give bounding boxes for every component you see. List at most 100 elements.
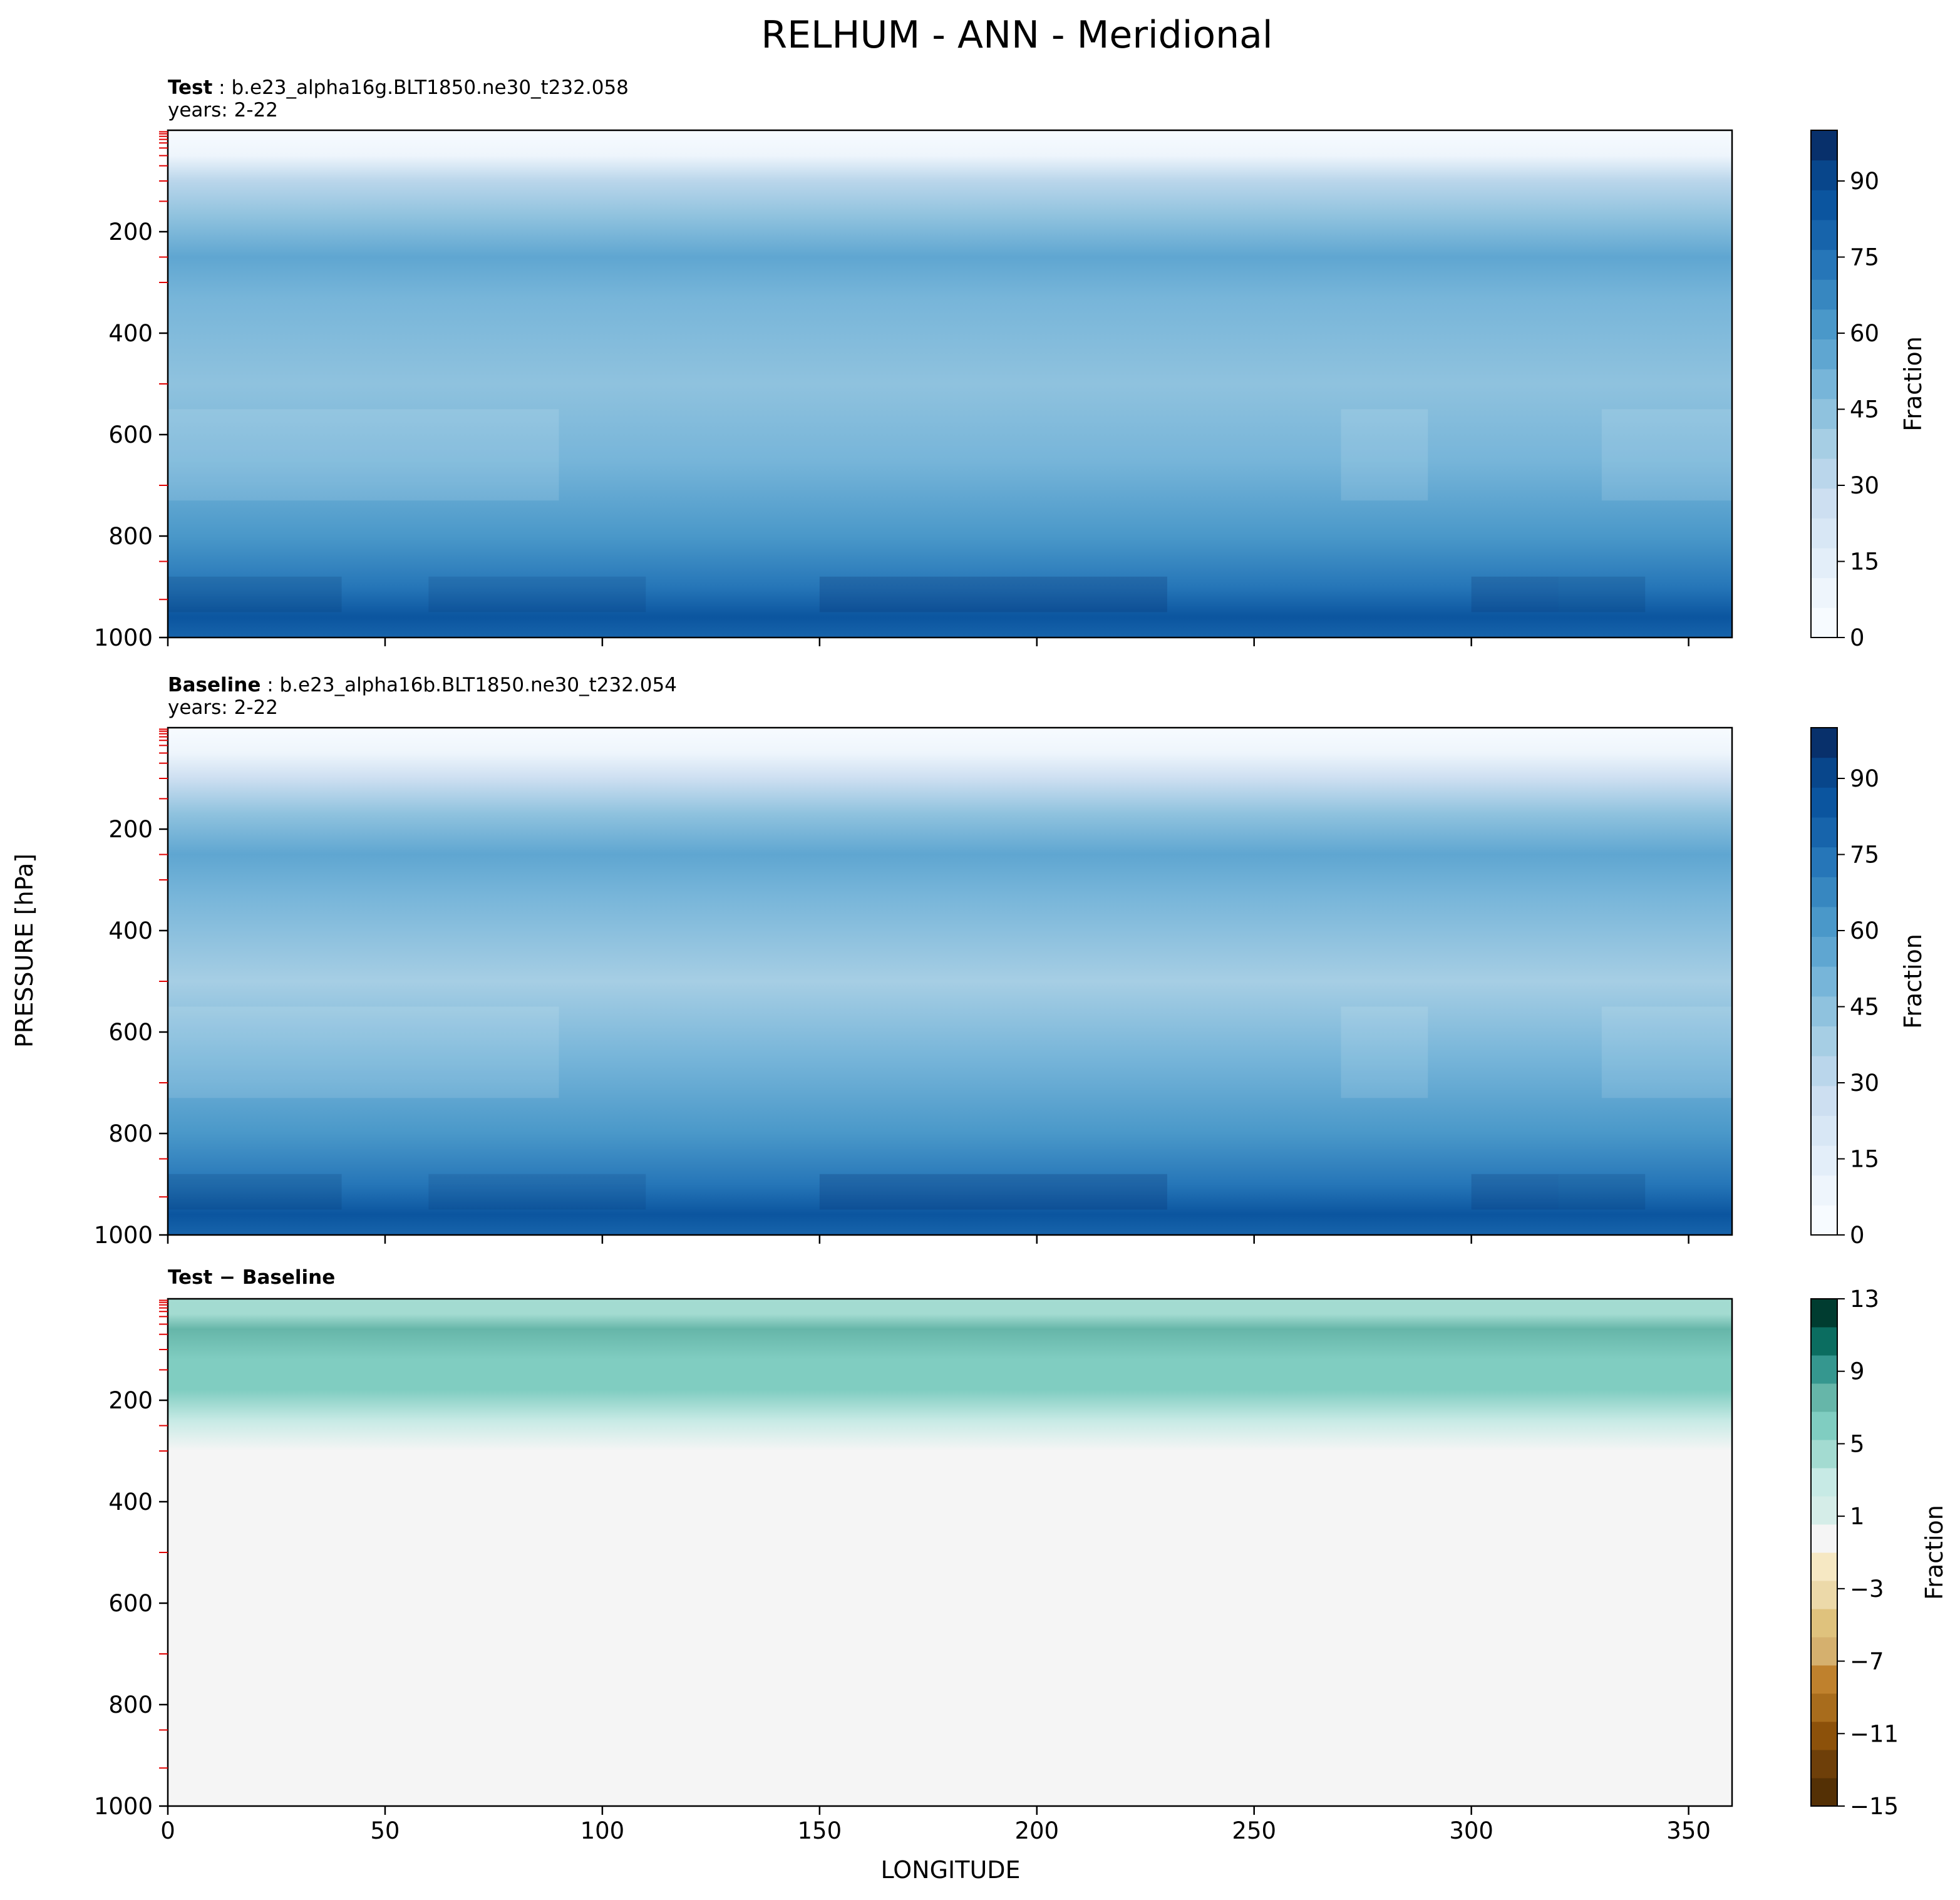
moist-core	[428, 576, 646, 612]
colorbar-swatch	[1811, 428, 1837, 459]
colorbar-tick-label: 0	[1850, 1222, 1865, 1249]
colorbar-tick-label: 13	[1850, 1286, 1879, 1313]
colorbar-swatch	[1811, 249, 1837, 280]
x-tick-label: 100	[580, 1817, 625, 1844]
colorbar-swatch	[1811, 1609, 1837, 1638]
colorbar-swatch	[1811, 1327, 1837, 1356]
figure-title: RELHUM - ANN - Meridional	[761, 13, 1272, 57]
x-tick-label: 0	[160, 1817, 175, 1844]
moist-core	[819, 576, 1167, 612]
moist-core	[1558, 576, 1646, 612]
dry-region	[168, 1006, 559, 1098]
colorbar-swatch	[1811, 966, 1837, 997]
colorbar-swatch	[1811, 1750, 1837, 1779]
colorbar-swatch	[1811, 309, 1837, 340]
colorbar-swatch	[1811, 160, 1837, 190]
x-tick-label: 150	[798, 1817, 842, 1844]
panel-years: years: 2-22	[168, 696, 278, 719]
y-tick-label: 400	[108, 917, 153, 944]
colorbar-swatch	[1811, 1693, 1837, 1722]
colorbar-tick-label: −7	[1850, 1648, 1884, 1675]
y-tick-label: 200	[108, 1387, 153, 1414]
y-tick-label: 600	[108, 1590, 153, 1617]
colorbar-tick-label: 75	[1850, 842, 1879, 869]
colorbar-tick-label: 75	[1850, 244, 1879, 271]
colorbar-swatch	[1811, 130, 1837, 161]
colorbar-frame	[1810, 727, 1838, 1236]
colorbar-tick-label: 30	[1850, 1070, 1879, 1097]
colorbar-label: Fraction	[1899, 934, 1927, 1029]
colorbar-swatch	[1811, 1205, 1837, 1236]
colorbar-tick-label: 90	[1850, 168, 1879, 195]
y-tick-label: 1000	[94, 1793, 153, 1820]
colorbar-swatch	[1811, 1552, 1837, 1581]
colorbar-swatch	[1811, 936, 1837, 967]
x-axis-label: LONGITUDE	[880, 1856, 1020, 1884]
colorbar-swatch	[1811, 787, 1837, 818]
contour-field	[168, 1299, 1732, 1806]
x-tick-label: 350	[1666, 1817, 1711, 1844]
y-tick-label: 1000	[94, 624, 153, 651]
x-tick-label: 50	[370, 1817, 400, 1844]
colorbar-tick-label: 30	[1850, 472, 1879, 499]
colorbar-frame	[1810, 1298, 1838, 1807]
colorbar-swatch	[1811, 1299, 1837, 1328]
colorbar-tick-label: 0	[1850, 624, 1865, 651]
dry-region	[1341, 409, 1428, 501]
colorbar-tick-label: 60	[1850, 320, 1879, 347]
colorbar-swatch	[1811, 369, 1837, 400]
colorbar-tick-label: −15	[1850, 1793, 1899, 1820]
colorbar-swatch	[1811, 548, 1837, 579]
colorbar-swatch	[1811, 279, 1837, 310]
colorbar-swatch	[1811, 847, 1837, 877]
panel-difference: Test − Baseline 200 400 600 800 1000 0 50 100 150…	[94, 1266, 1948, 1844]
colorbar-swatch	[1811, 1637, 1837, 1666]
x-tick-label: 300	[1449, 1817, 1493, 1844]
panel-years: years: 2-22	[168, 99, 278, 121]
dry-region	[1601, 1006, 1732, 1098]
colorbar-swatch	[1811, 518, 1837, 549]
colorbar-tick-label: −3	[1850, 1576, 1884, 1603]
moist-core	[1558, 1174, 1646, 1210]
colorbar-swatch	[1811, 1778, 1837, 1807]
colorbar-swatch	[1811, 1665, 1837, 1694]
colorbar-label: Fraction	[1899, 336, 1927, 431]
contour-field	[168, 130, 1732, 638]
colorbar-swatch	[1811, 219, 1837, 250]
y-tick-label: 400	[108, 1489, 153, 1515]
colorbar-swatch	[1811, 577, 1837, 608]
colorbar-swatch	[1811, 1115, 1837, 1146]
moist-core	[1471, 576, 1559, 612]
x-tick-label: 200	[1014, 1817, 1059, 1844]
colorbar-tick-label: 60	[1850, 917, 1879, 944]
panel-subtitle-bold: Test	[168, 76, 213, 99]
panel-subtitle: Test − Baseline	[168, 1266, 335, 1289]
colorbar-swatch	[1811, 1026, 1837, 1056]
colorbar-swatch	[1811, 1145, 1837, 1176]
colorbar-swatch	[1811, 458, 1837, 489]
y-tick-label: 600	[108, 421, 153, 448]
colorbar-swatch	[1811, 728, 1837, 758]
panel-subtitle-bold: Baseline	[168, 674, 260, 696]
panel-subtitle-bold: Test − Baseline	[168, 1266, 335, 1289]
colorbar-swatch	[1811, 1468, 1837, 1497]
y-tick-label: 200	[108, 816, 153, 843]
colorbar-swatch	[1811, 398, 1837, 429]
colorbar-swatch	[1811, 906, 1837, 937]
moist-core	[168, 576, 342, 612]
moist-core	[428, 1174, 646, 1210]
panel-subtitle: Test : b.e23_alpha16g.BLT1850.ne30_t232.…	[168, 76, 629, 99]
colorbar-swatch	[1811, 339, 1837, 369]
y-tick-label: 400	[108, 320, 153, 347]
colorbar-tick-label: 1	[1850, 1503, 1865, 1530]
colorbar-swatch	[1811, 1722, 1837, 1750]
colorbar-swatch	[1811, 1524, 1837, 1553]
moist-core	[819, 1174, 1167, 1210]
y-axis-label: PRESSURE [hPa]	[11, 854, 38, 1048]
colorbar-tick-label: 15	[1850, 1146, 1879, 1173]
colorbar-swatch	[1811, 877, 1837, 907]
colorbar-label: Fraction	[1921, 1505, 1948, 1600]
colorbar-tick-label: −11	[1850, 1720, 1899, 1747]
colorbar-swatch	[1811, 757, 1837, 788]
panel-baseline: Baseline : b.e23_alpha16b.BLT1850.ne30_t…	[94, 674, 1927, 1249]
